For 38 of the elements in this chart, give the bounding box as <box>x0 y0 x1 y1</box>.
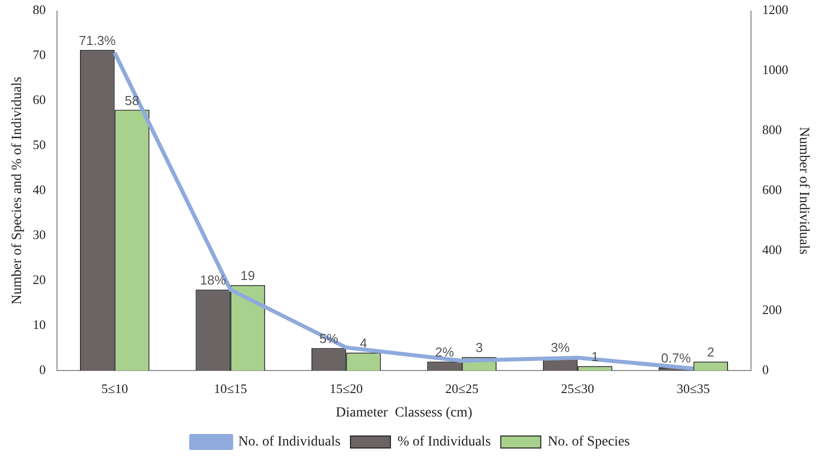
data-label: 2% <box>435 344 454 360</box>
x-tick-label: 15≤20 <box>330 380 363 396</box>
data-label: 19 <box>240 268 255 284</box>
data-label: 1 <box>591 349 599 364</box>
data-label: 5% <box>319 331 339 346</box>
y-tick-label: 80 <box>32 2 46 18</box>
y-tick-label: 60 <box>32 92 46 108</box>
x-tick-label: 10≤15 <box>214 380 247 396</box>
y-tick-label: 10 <box>32 317 46 332</box>
data-label: 71.3% <box>78 33 116 48</box>
y2-tick-label: 400 <box>762 242 782 258</box>
y-axis-title: Number of Species and % of Individuals <box>10 76 26 305</box>
legend-label: No. of Individuals <box>238 434 340 450</box>
x-tick-label: 5≤10 <box>101 380 128 396</box>
y2-tick-label: 200 <box>762 302 782 318</box>
y-tick-label: 70 <box>32 47 46 62</box>
legend-label: No. of Species <box>548 434 630 450</box>
y2-axis-title: Number of Individuals <box>796 126 811 254</box>
y2-tick-label: 800 <box>762 122 782 138</box>
data-label: 4 <box>360 336 368 351</box>
data-label: 3% <box>550 340 570 356</box>
y-tick-label: 20 <box>32 272 46 288</box>
y2-tick-label: 1000 <box>762 62 788 78</box>
x-tick-label: 30≤35 <box>676 380 710 396</box>
data-label: 3 <box>476 340 483 356</box>
data-label: 0.7% <box>661 350 692 366</box>
y2-tick-label: 600 <box>762 182 782 198</box>
legend-label: % of Individuals <box>397 434 491 450</box>
x-tick-label: 25≤30 <box>561 380 594 396</box>
y-tick-label: 50 <box>32 137 46 152</box>
data-label: 2 <box>707 344 714 360</box>
x-tick-label: 20≤25 <box>445 380 478 396</box>
y-tick-label: 40 <box>32 182 46 198</box>
y2-tick-label: 0 <box>762 362 769 378</box>
y-tick-label: 0 <box>39 362 46 378</box>
y-tick-label: 30 <box>32 227 46 242</box>
y2-tick-label: 1200 <box>762 2 788 18</box>
x-axis-title: Diameter Classess (cm) <box>336 405 473 420</box>
